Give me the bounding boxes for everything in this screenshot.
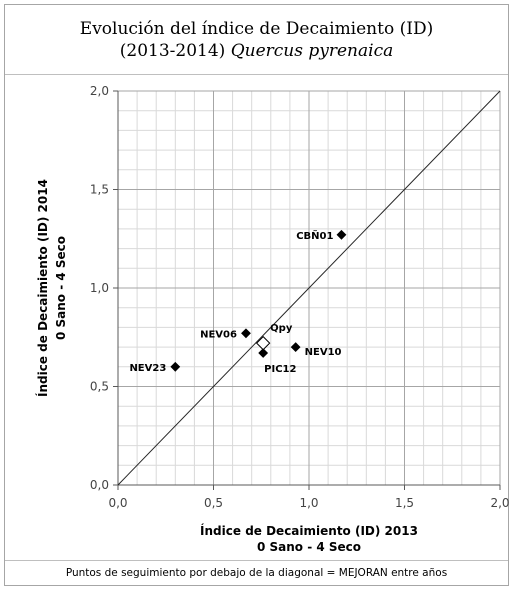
- scatter-plot: 0,0 0,5 1,0 1,5 2,0 0,0 0,5 1,0 1,5 2,0 Índice de …: [35, 84, 510, 554]
- data-label-nev06: NEV06: [200, 329, 237, 340]
- chart-frame: Evolución del índice de Decaimiento (ID)…: [4, 4, 510, 586]
- data-point-nev23: [170, 361, 181, 372]
- data-label-qpy: Qpy: [270, 323, 293, 334]
- chart-title-species: Quercus pyrenaica: [230, 40, 394, 61]
- data-point-nev10: [290, 342, 301, 353]
- x-axis-title: Índice de Decaimiento (ID) 2013: [200, 523, 418, 538]
- chart-title-line2: (2013-2014) Quercus pyrenaica: [120, 40, 393, 62]
- y-tick-label: 1,5: [90, 183, 109, 197]
- y-axis-subtitle: 0 Sano - 4 Seco: [54, 236, 68, 340]
- y-axis-title: Índice de Decaimiento (ID) 2014: [35, 179, 50, 397]
- chart-footer-note: Puntos de seguimiento por debajo de la d…: [5, 560, 508, 585]
- x-tick-label: 0,0: [108, 496, 127, 510]
- data-label-cbñ01: CBÑ01: [296, 229, 333, 242]
- y-tick-label: 0,0: [90, 478, 109, 492]
- data-label-pic12: PIC12: [264, 364, 296, 375]
- data-point-pic12: [258, 348, 269, 358]
- y-tick-label: 0,5: [90, 380, 109, 394]
- data-point-cbñ01: [336, 229, 347, 240]
- x-tick-label: 2,0: [490, 496, 509, 510]
- x-axis-subtitle: 0 Sano - 4 Seco: [257, 540, 361, 554]
- x-tick-label: 0,5: [204, 496, 223, 510]
- x-tick-label: 1,0: [299, 496, 318, 510]
- data-label-nev23: NEV23: [129, 363, 166, 374]
- chart-title: Evolución del índice de Decaimiento (ID)…: [5, 5, 508, 75]
- data-label-nev10: NEV10: [305, 347, 342, 358]
- data-point-qpy: [255, 335, 271, 351]
- data-point-nev06: [241, 328, 251, 339]
- diagonal-line: [117, 90, 501, 486]
- chart-title-years: (2013-2014): [119, 40, 231, 61]
- y-tick-label: 1,0: [90, 281, 109, 295]
- chart-title-line1: Evolución del índice de Decaimiento (ID): [79, 18, 434, 39]
- y-tick-label: 2,0: [90, 84, 109, 98]
- x-tick-label: 1,5: [395, 496, 414, 510]
